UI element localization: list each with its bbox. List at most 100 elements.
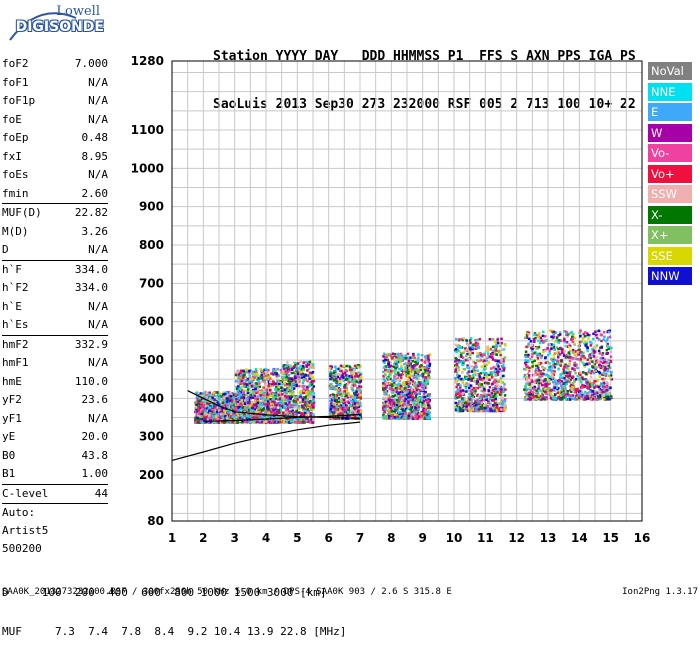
echo-point: [478, 375, 481, 378]
echo-point: [343, 386, 346, 389]
echo-point: [409, 408, 412, 411]
echo-point: [264, 377, 267, 380]
echo-point: [239, 404, 242, 407]
echo-point: [312, 421, 315, 424]
echo-point: [397, 358, 400, 361]
echo-point: [352, 396, 355, 399]
echo-point: [309, 374, 312, 377]
echo-point: [386, 405, 389, 408]
echo-point: [231, 415, 234, 418]
echo-point: [198, 403, 201, 406]
echo-point: [399, 407, 402, 410]
echo-point: [383, 402, 386, 405]
echo-point: [499, 393, 502, 396]
echo-point: [414, 417, 417, 420]
echo-point: [342, 376, 345, 379]
echo-point: [409, 356, 412, 359]
echo-point: [404, 417, 407, 420]
echo-point: [284, 395, 287, 398]
echo-point: [339, 380, 342, 383]
echo-point: [208, 394, 211, 397]
echo-point: [348, 402, 351, 405]
echo-point: [396, 360, 399, 363]
echo-point: [312, 413, 315, 416]
echo-point: [465, 382, 468, 385]
echo-point: [202, 392, 205, 395]
echo-point: [423, 400, 426, 403]
echo-point: [393, 403, 396, 406]
echo-point: [200, 415, 203, 418]
echo-point: [407, 372, 410, 375]
echo-point: [350, 375, 353, 378]
echo-point: [343, 399, 346, 402]
echo-point: [391, 388, 394, 391]
echo-point: [344, 384, 347, 387]
echo-point: [348, 394, 351, 397]
echo-point: [383, 353, 386, 356]
echo-point: [347, 411, 350, 414]
echo-point: [297, 362, 300, 365]
echo-point: [257, 398, 260, 401]
echo-point: [427, 355, 430, 358]
echo-point: [271, 401, 274, 404]
echo-point: [274, 370, 277, 373]
echo-point: [470, 384, 473, 387]
echo-point: [398, 411, 401, 414]
echo-points: [194, 329, 613, 423]
echo-point: [417, 353, 420, 356]
echo-point: [294, 406, 297, 409]
echo-point: [303, 376, 306, 379]
echo-point: [286, 361, 289, 364]
echo-point: [355, 390, 358, 393]
echo-point: [504, 344, 507, 347]
echo-point: [394, 416, 397, 419]
echo-point: [458, 347, 461, 350]
echo-point: [336, 373, 339, 376]
echo-point: [351, 400, 354, 403]
echo-point: [414, 392, 417, 395]
echo-point: [248, 370, 251, 373]
echo-point: [271, 383, 274, 386]
echo-point: [226, 397, 229, 400]
echo-point: [415, 396, 418, 399]
echo-point: [194, 421, 197, 424]
echo-point: [403, 390, 406, 393]
echo-point: [266, 393, 269, 396]
echo-point: [395, 402, 398, 405]
echo-point: [405, 389, 408, 392]
echo-point: [355, 380, 358, 383]
echo-point: [492, 366, 495, 369]
echo-point: [257, 380, 260, 383]
echo-point: [503, 408, 506, 411]
echo-point: [395, 365, 398, 368]
echo-point: [260, 377, 263, 380]
echo-point: [408, 367, 411, 370]
echo-point: [396, 416, 399, 419]
echo-point: [390, 370, 393, 373]
echo-point: [247, 388, 250, 391]
echo-point: [503, 386, 506, 389]
echo-point: [205, 413, 208, 416]
echo-point: [462, 356, 465, 359]
echo-point: [500, 388, 503, 391]
echo-point: [286, 383, 289, 386]
echo-point: [491, 383, 494, 386]
echo-point: [298, 367, 301, 370]
echo-point: [354, 398, 357, 401]
echo-point: [382, 389, 385, 392]
echo-point: [256, 373, 259, 376]
echo-point: [347, 383, 350, 386]
echo-point: [349, 366, 352, 369]
echo-point: [279, 400, 282, 403]
echo-point: [405, 362, 408, 365]
echo-point: [405, 381, 408, 384]
echo-point: [480, 365, 483, 368]
echo-point: [407, 376, 410, 379]
echo-point: [496, 344, 499, 347]
echo-point: [291, 377, 294, 380]
echo-point: [267, 369, 270, 372]
echo-point: [249, 394, 252, 397]
echo-point: [309, 420, 312, 423]
echo-point: [473, 398, 476, 401]
echo-point: [261, 416, 264, 419]
